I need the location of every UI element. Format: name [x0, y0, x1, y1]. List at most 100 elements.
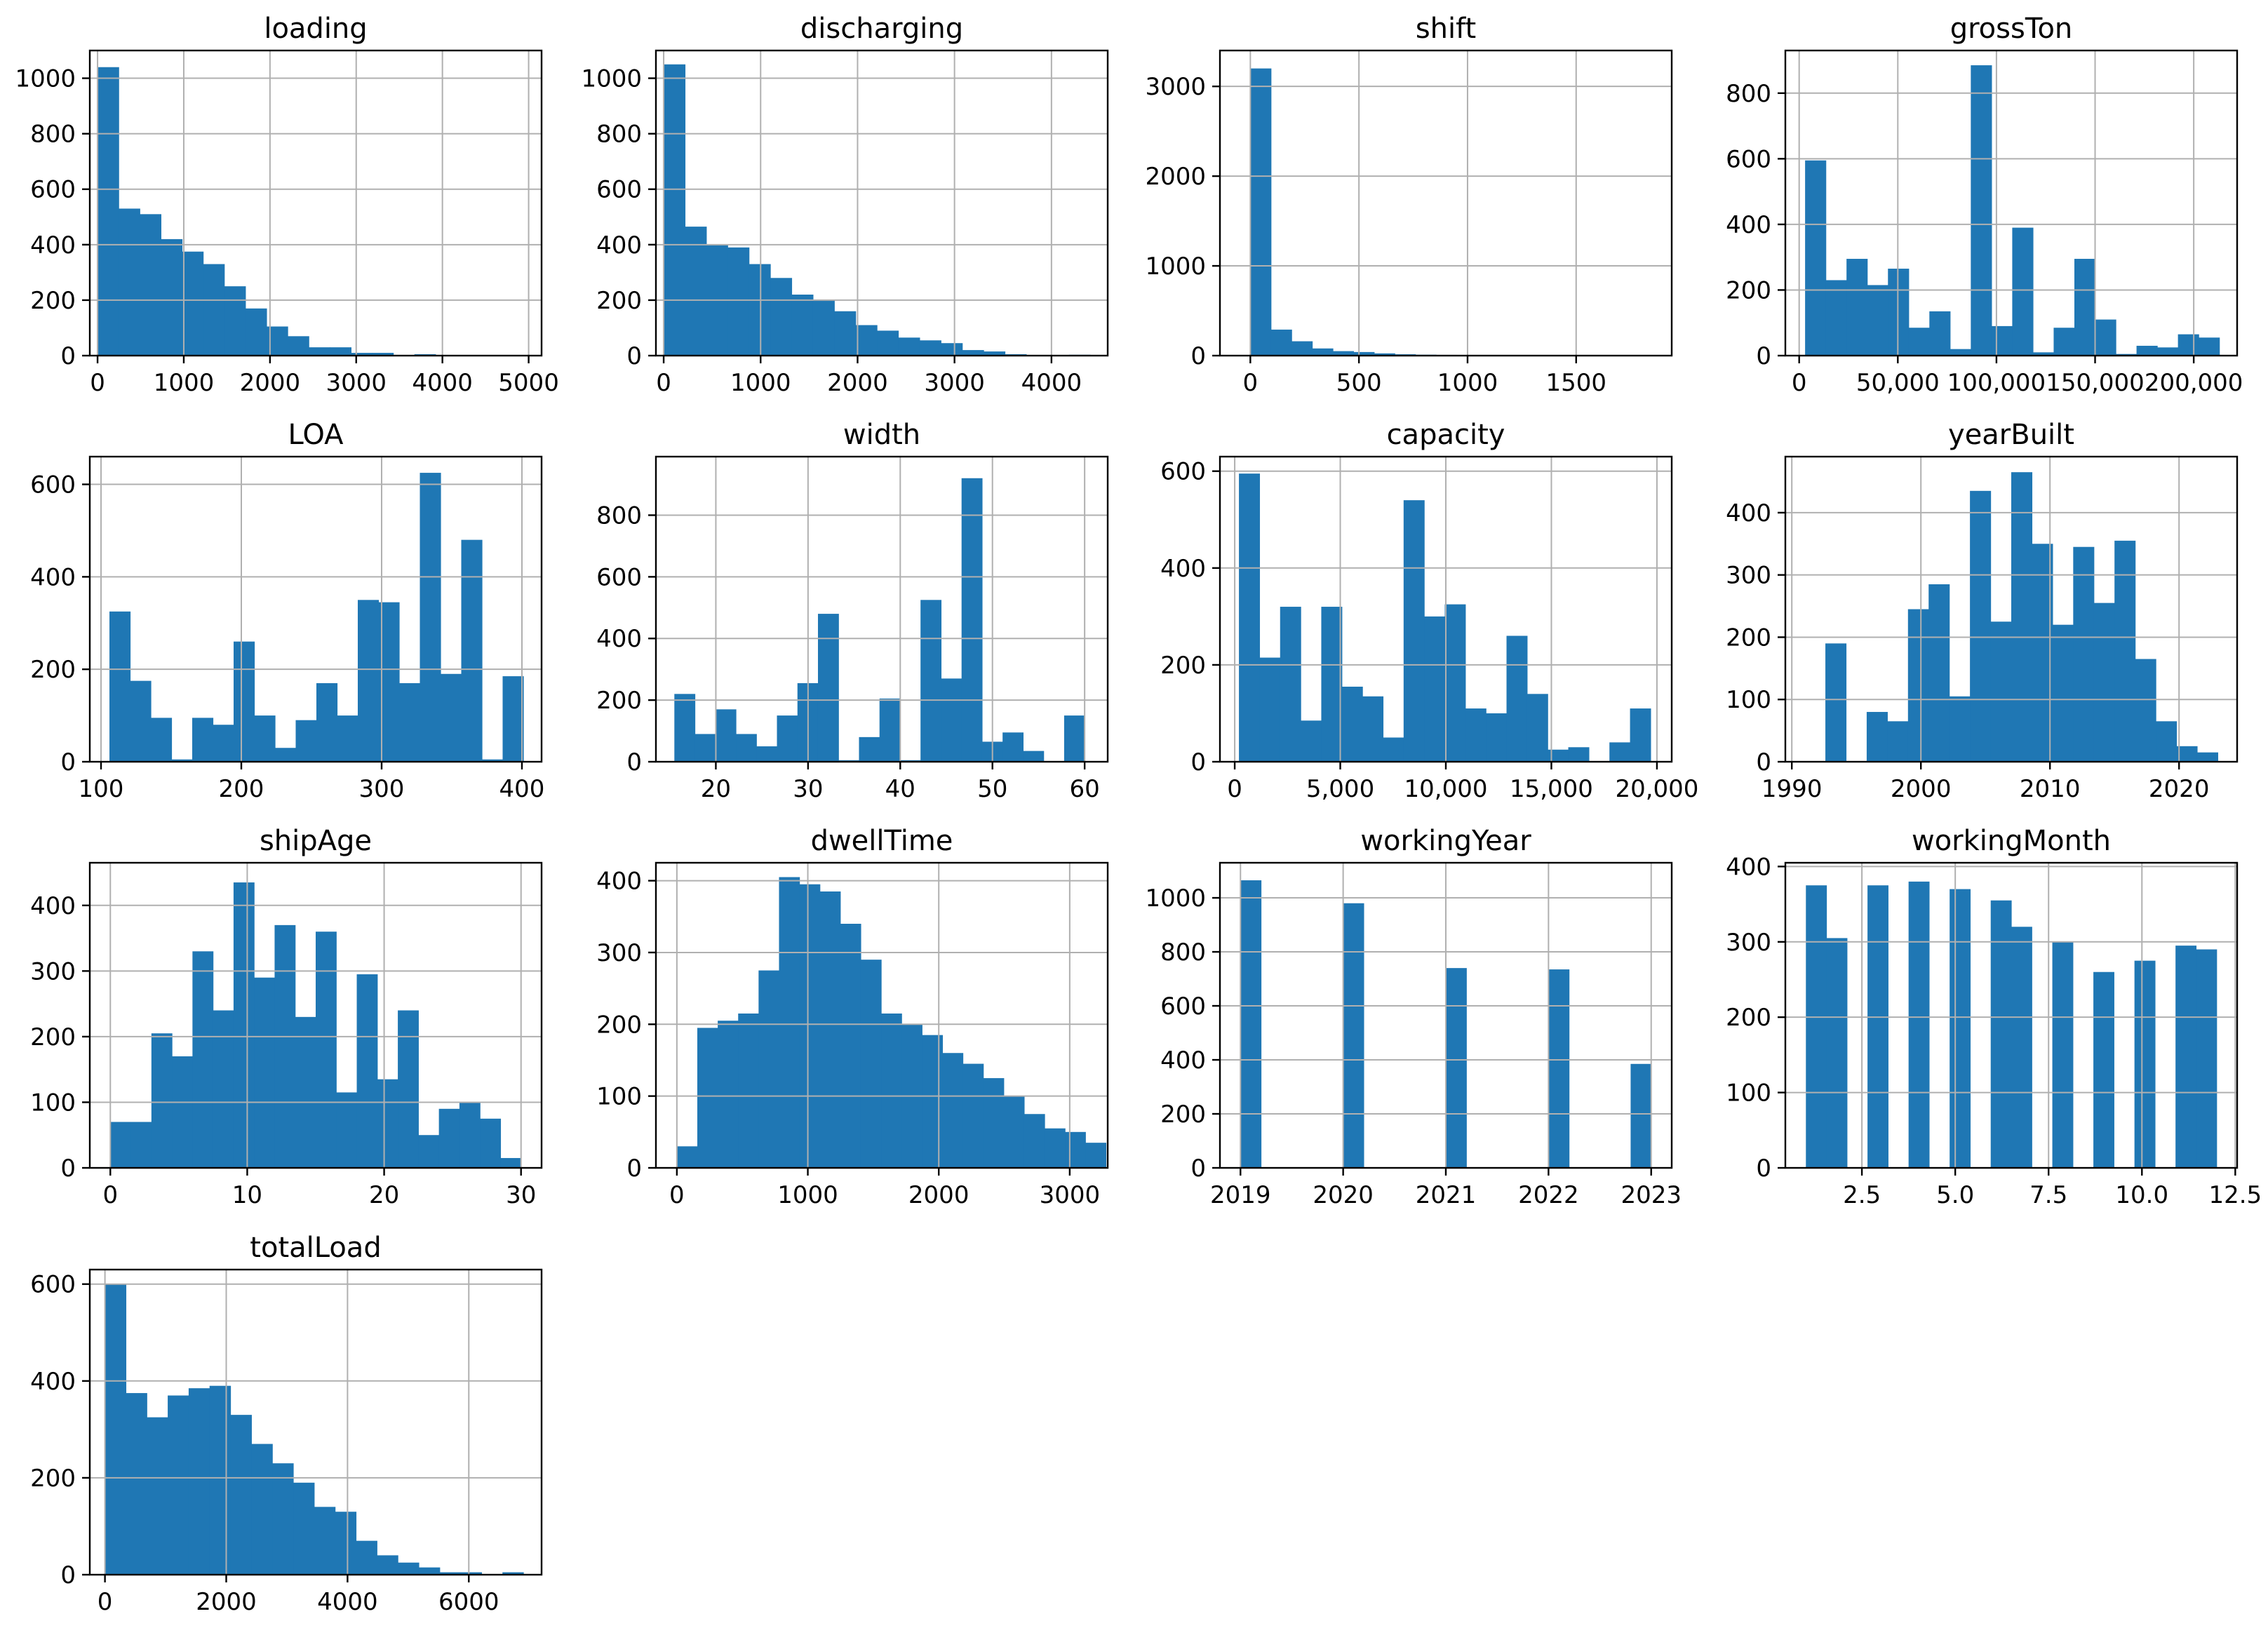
bar — [1609, 742, 1631, 762]
y-tick-label: 200 — [1726, 1004, 1771, 1032]
bar — [1806, 885, 1827, 1168]
bar — [2156, 721, 2178, 762]
bar — [1970, 490, 1992, 762]
bars-width — [674, 478, 1085, 762]
bar — [715, 709, 737, 762]
bar — [1950, 349, 1971, 356]
bar — [251, 1444, 273, 1575]
bar — [126, 1393, 147, 1575]
bars-capacity — [1239, 473, 1651, 762]
bar — [1630, 1063, 1652, 1168]
y-tick-label: 2000 — [1145, 163, 1206, 191]
x-tick-label: 5000 — [498, 369, 559, 397]
bar — [254, 715, 276, 762]
bar — [727, 247, 750, 356]
x-tick-label: 15,000 — [1510, 775, 1593, 803]
bar — [233, 882, 255, 1168]
bar — [209, 1385, 232, 1575]
bar — [203, 264, 225, 356]
axes-frame — [655, 455, 1109, 763]
bar — [1888, 269, 1910, 356]
axes-frame — [88, 1268, 543, 1576]
bar — [2199, 337, 2220, 356]
bar — [1002, 732, 1024, 762]
bar — [2095, 319, 2116, 356]
bar — [983, 1078, 1005, 1168]
bar — [2176, 746, 2198, 762]
y-tick-label: 1000 — [15, 65, 76, 93]
x-tick-label: 4000 — [317, 1588, 378, 1616]
x-tick-label: 400 — [499, 775, 545, 803]
bar — [1424, 616, 1446, 762]
bar — [1024, 1114, 1045, 1168]
bar — [105, 1284, 127, 1575]
bar — [1825, 643, 1847, 762]
y-tick-label: 100 — [1726, 686, 1771, 714]
panel-title-LOA: LOA — [288, 419, 344, 451]
bar — [337, 715, 358, 762]
bar — [356, 1540, 377, 1575]
y-tick-label: 0 — [60, 342, 76, 370]
bar — [2135, 659, 2156, 762]
x-tick-label: 0 — [1792, 369, 1807, 397]
bar — [254, 977, 276, 1168]
bar — [1825, 280, 1847, 356]
bar — [881, 1013, 902, 1168]
y-tick-label: 600 — [30, 471, 76, 499]
panel-capacity: capacity 0 5,000 10,000 15,000 20,000 0 200 400 6… — [1160, 419, 1698, 803]
bar — [151, 1033, 173, 1168]
panel-LOA: LOA 100 200 300 400 0 200 400 600 — [30, 419, 544, 803]
x-tick-label: 4000 — [412, 369, 473, 397]
bar — [418, 1567, 441, 1575]
axes-frame — [1784, 49, 2239, 357]
bar — [234, 641, 255, 762]
bar — [2052, 624, 2074, 762]
bars-yearBuilt — [1825, 472, 2218, 762]
y-tick-label: 0 — [1190, 1155, 1206, 1183]
y-tick-label: 200 — [596, 287, 642, 315]
y-tick-label: 600 — [596, 176, 642, 204]
bar — [1321, 607, 1343, 762]
x-tick-label: 2000 — [908, 1181, 969, 1209]
bar — [438, 1108, 460, 1168]
bar — [502, 676, 524, 762]
y-tick-label: 400 — [30, 563, 76, 591]
y-tick-label: 400 — [1726, 211, 1771, 239]
bar — [1990, 900, 2012, 1168]
bar — [1023, 751, 1045, 762]
bar — [962, 1063, 984, 1168]
y-tick-label: 200 — [30, 656, 76, 684]
bar — [2093, 971, 2114, 1168]
bar — [399, 682, 421, 762]
axes-frame — [88, 49, 543, 357]
panel-workingYear: workingYear 2019 2020 2021 2022 2023 0 200 400 60… — [1145, 825, 1682, 1209]
y-tick-label: 600 — [1160, 993, 1206, 1021]
y-tick-label: 0 — [626, 1155, 642, 1183]
y-tick-label: 600 — [596, 563, 642, 591]
bars-loading — [98, 67, 436, 356]
x-tick-label: 0 — [656, 369, 671, 397]
x-tick-label: 3000 — [326, 369, 387, 397]
grid-workingMonth — [1785, 863, 2237, 1168]
bar — [1867, 885, 1888, 1168]
y-tick-label: 200 — [596, 1011, 642, 1039]
y-tick-label: 200 — [1726, 624, 1771, 652]
x-tick-label: 2022 — [1518, 1181, 1579, 1209]
bar — [819, 891, 841, 1168]
x-tick-label: 1000 — [730, 369, 791, 397]
axes-frame — [655, 861, 1109, 1169]
bar — [779, 877, 800, 1168]
x-tick-label: 2023 — [1621, 1181, 1682, 1209]
bar — [1446, 968, 1467, 1168]
bar — [1239, 473, 1261, 762]
grid-discharging — [656, 51, 1108, 356]
bar — [1908, 328, 1930, 356]
bar — [1250, 68, 1272, 356]
panel-discharging: discharging 0 1000 2000 3000 4000 0 200 400 600 80… — [581, 13, 1109, 397]
y-tick-label: 400 — [1726, 499, 1771, 527]
bar — [1444, 604, 1466, 762]
y-tick-label: 0 — [1756, 748, 1771, 776]
panel-dwellTime: dwellTime 0 1000 2000 3000 0 100 200 300 400 — [596, 825, 1109, 1209]
y-tick-label: 1000 — [581, 65, 642, 93]
bar — [674, 694, 696, 762]
